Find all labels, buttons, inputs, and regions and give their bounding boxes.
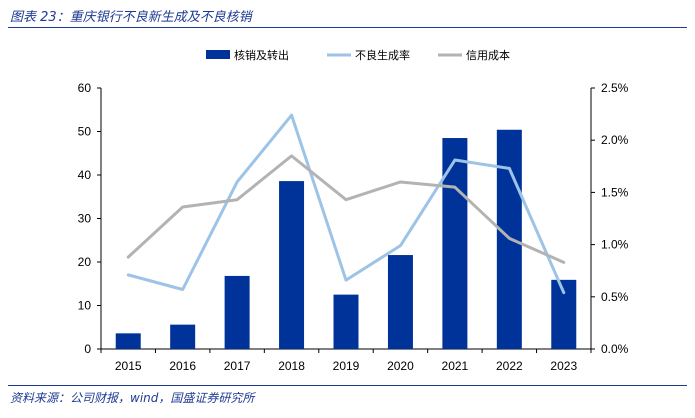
bar (224, 275, 250, 349)
title-rule (8, 27, 687, 28)
x-tick-label: 2020 (387, 359, 414, 373)
right-tick-label: 2.5% (601, 81, 629, 95)
x-tick-label: 2018 (278, 359, 305, 373)
x-tick-label: 2017 (224, 359, 251, 373)
right-tick-label: 0.0% (601, 342, 629, 356)
left-tick-label: 0 (84, 342, 91, 356)
right-tick-label: 1.0% (601, 238, 629, 252)
x-tick-label: 2022 (496, 359, 523, 373)
bar (387, 255, 413, 349)
credit-cost-line (126, 154, 566, 264)
legend-label: 不良生成率 (355, 48, 410, 62)
bar (115, 333, 141, 349)
left-tick-label: 30 (78, 212, 92, 226)
right-tick-label: 0.5% (601, 290, 629, 304)
x-tick-label: 2015 (115, 359, 142, 373)
x-tick-label: 2016 (169, 359, 196, 373)
chart-title: 图表 23：重庆银行不良新生成及不良核销 (10, 10, 252, 25)
right-tick-label: 2.0% (601, 133, 629, 147)
x-tick-label: 2021 (442, 359, 469, 373)
bar (333, 294, 359, 349)
left-tick-label: 20 (78, 255, 92, 269)
source-rule (8, 385, 687, 386)
right-tick-label: 1.5% (601, 185, 629, 199)
npl-formation-rate-line (126, 113, 566, 295)
x-tick-label: 2019 (333, 359, 360, 373)
bar (442, 138, 468, 349)
left-tick-label: 10 (78, 299, 92, 313)
left-tick-label: 40 (78, 168, 92, 182)
source-note: 资料来源：公司财报，wind，国盛证券研究所 (10, 391, 255, 405)
left-tick-label: 60 (78, 81, 92, 95)
x-tick-label: 2023 (550, 359, 577, 373)
legend-swatch-bar (206, 50, 230, 59)
bar (279, 181, 305, 349)
left-tick-label: 50 (78, 125, 92, 139)
bar (170, 324, 196, 349)
legend-label: 核销及转出 (234, 48, 289, 62)
legend-label: 信用成本 (466, 48, 510, 62)
